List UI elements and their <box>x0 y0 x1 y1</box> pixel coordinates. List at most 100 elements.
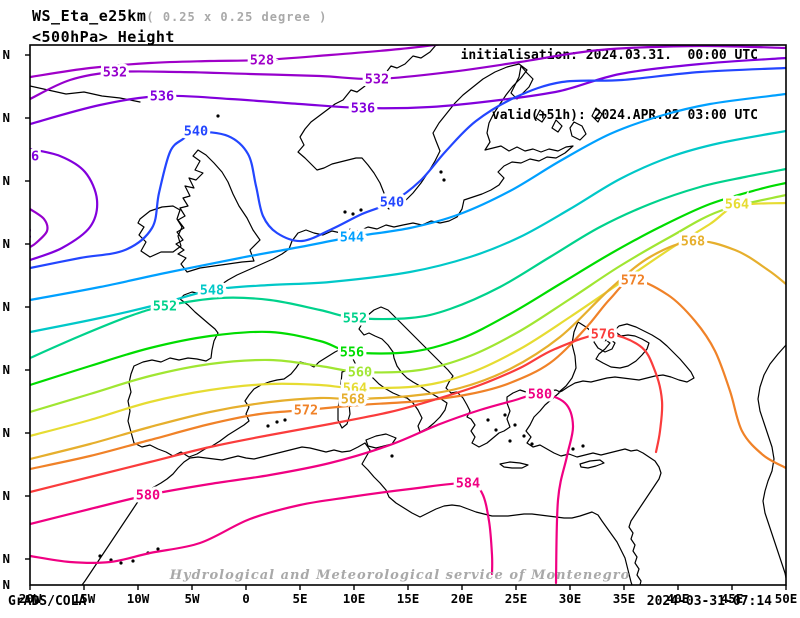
contour-label-540: 540 <box>380 195 404 211</box>
y-tick-label: N <box>2 551 10 566</box>
contour-label-548: 548 <box>200 283 224 299</box>
contour-label-540: 540 <box>184 124 208 140</box>
contour-528 <box>30 45 445 79</box>
y-tick-label: N <box>2 110 10 125</box>
coastline-cyprus <box>579 459 605 469</box>
x-tick-label: 15W <box>73 591 96 606</box>
contour-label-528: 528 <box>250 53 274 69</box>
island-dot <box>390 454 394 458</box>
contour-label-536: 536 <box>150 89 174 105</box>
coastline-lake-onega <box>591 107 603 123</box>
coastline-crimea <box>593 336 616 353</box>
y-tick-label: N <box>2 425 10 440</box>
contour-580 <box>30 392 575 585</box>
map-border <box>29 44 787 586</box>
coastline-ireland <box>137 205 183 258</box>
x-tick-label: 45E <box>721 591 744 606</box>
contour-560 <box>30 193 786 414</box>
island-dot <box>486 418 490 422</box>
contour-label-568: 568 <box>681 234 705 250</box>
contour-544 <box>30 92 786 302</box>
contour-label-532: 532 <box>365 72 389 88</box>
contour-548 <box>30 129 786 334</box>
contour-label-564: 564 <box>725 197 749 213</box>
contour-label-576: 576 <box>591 327 615 343</box>
contour-label-580: 580 <box>136 488 160 504</box>
coastline-lake-2 <box>551 119 563 133</box>
x-tick-label: 5W <box>184 591 200 606</box>
island-dot <box>494 428 498 432</box>
contour-label-572: 572 <box>294 403 318 419</box>
y-tick-label: N <box>2 577 10 592</box>
island-dot <box>522 434 526 438</box>
x-tick-label: 10W <box>127 591 150 606</box>
title-line: WS_Eta_e25km( 0.25 x 0.25 degree ) <box>32 6 327 27</box>
x-tick-label: 0 <box>242 591 250 606</box>
contour-576 <box>30 332 664 494</box>
island-dot <box>439 170 443 174</box>
island-dot <box>343 210 347 214</box>
y-tick-label: N <box>2 488 10 503</box>
coastline-europe-main <box>127 45 574 458</box>
coastline-libya-egypt-coast <box>361 442 633 585</box>
coastline-black-sea <box>558 321 695 393</box>
island-dot <box>98 554 102 558</box>
contour-556 <box>30 181 786 387</box>
y-tick-label: N <box>2 236 10 251</box>
island-dot <box>131 559 135 563</box>
header-right: initialisation: 2024.03.31. 00:00 UTC va… <box>461 6 758 146</box>
level-title: <500hPa> Height <box>32 28 175 46</box>
contour-540 <box>30 66 786 270</box>
coastline-nw-africa-coast <box>81 442 366 585</box>
y-tick-label: N <box>2 299 10 314</box>
valid-time: valid(+51h): 2024.APR.02 03:00 UTC <box>491 108 758 123</box>
contour-label-580: 580 <box>528 387 552 403</box>
island-dot <box>503 413 507 417</box>
coastline-sicily <box>365 433 397 449</box>
y-tick-label: N <box>2 173 10 188</box>
coastline-lake-ladoga <box>569 121 587 141</box>
contour-label-536: 536 <box>15 149 39 165</box>
island-dot <box>216 114 220 118</box>
grid-resolution-note: ( 0.25 x 0.25 degree ) <box>146 10 328 24</box>
y-tick-label: N <box>2 47 10 62</box>
island-dot <box>513 423 517 427</box>
island-dot <box>581 444 585 448</box>
x-tick-label: 20E <box>451 591 474 606</box>
contour-label-556: 556 <box>340 345 364 361</box>
x-tick-label: 10E <box>343 591 366 606</box>
contour-label-572: 572 <box>621 273 645 289</box>
island-dot <box>530 442 534 446</box>
plot-area: 528 532 532 536 536 536 532 540 540 544 548 552 552 5… <box>8 45 786 585</box>
contour-568 <box>30 239 786 461</box>
x-tick-label: 25E <box>505 591 528 606</box>
contour-532 <box>30 45 786 101</box>
island-dot <box>275 420 279 424</box>
init-time: initialisation: 2024.03.31. 00:00 UTC <box>460 48 758 63</box>
contour-572 <box>30 278 786 471</box>
island-dot <box>442 178 446 182</box>
coastline-crete <box>499 461 529 469</box>
contour-label-568: 568 <box>341 392 365 408</box>
contour-536 <box>30 56 786 126</box>
header-left: WS_Eta_e25km( 0.25 x 0.25 degree ) <500h… <box>32 6 327 47</box>
coastline-caspian-coast <box>757 344 786 579</box>
contour-536 <box>30 147 99 262</box>
contour-label-584: 584 <box>456 476 480 492</box>
contour-label-536: 536 <box>351 101 375 117</box>
contour-564 <box>30 201 786 438</box>
contour-label-564: 564 <box>343 381 367 397</box>
island-dot <box>156 547 160 551</box>
island-dot <box>359 208 363 212</box>
contour-label-532: 532 <box>8 226 32 242</box>
contour-label-532: 532 <box>103 65 127 81</box>
x-tick-label: 40E <box>667 591 690 606</box>
island-dot <box>283 418 287 422</box>
contour-label-544: 544 <box>340 230 364 246</box>
coastline-turkey-levant <box>525 392 662 585</box>
x-tick-label: 30E <box>559 591 582 606</box>
island-dot <box>571 447 575 451</box>
x-tick-label: 50E <box>775 591 798 606</box>
island-dot <box>266 424 270 428</box>
